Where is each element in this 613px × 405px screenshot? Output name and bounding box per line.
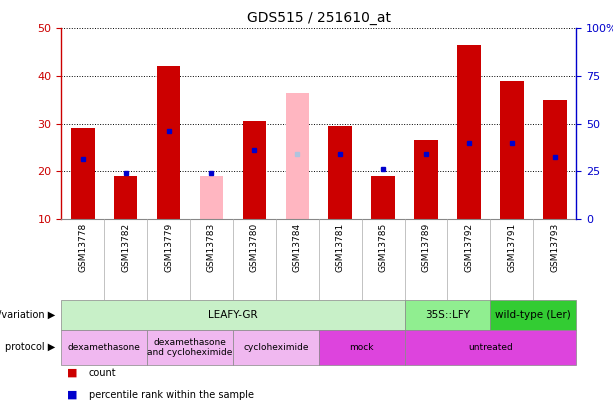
Bar <box>414 140 438 219</box>
Text: GSM13782: GSM13782 <box>121 223 130 272</box>
Bar <box>329 126 352 219</box>
Text: GSM13781: GSM13781 <box>336 223 345 272</box>
Bar <box>286 93 309 219</box>
Bar <box>371 176 395 219</box>
Bar <box>147 330 233 364</box>
Text: LEAFY-GR: LEAFY-GR <box>208 310 257 320</box>
Text: GSM13789: GSM13789 <box>422 223 430 272</box>
Text: dexamethasone: dexamethasone <box>68 343 140 352</box>
Bar <box>200 176 223 219</box>
Text: percentile rank within the sample: percentile rank within the sample <box>89 390 254 400</box>
Text: protocol ▶: protocol ▶ <box>5 342 55 352</box>
Text: 35S::LFY: 35S::LFY <box>425 310 470 320</box>
Bar <box>405 300 490 330</box>
Text: GSM13779: GSM13779 <box>164 223 173 272</box>
Text: GSM13791: GSM13791 <box>508 223 516 272</box>
Bar <box>319 330 405 364</box>
Bar <box>457 45 481 219</box>
Text: dexamethasone
and cycloheximide: dexamethasone and cycloheximide <box>147 338 233 357</box>
Text: GSM13780: GSM13780 <box>250 223 259 272</box>
Bar <box>500 81 524 219</box>
Text: GSM13778: GSM13778 <box>78 223 87 272</box>
Text: GSM13792: GSM13792 <box>465 223 473 272</box>
Bar <box>243 121 266 219</box>
Bar <box>114 176 137 219</box>
Bar <box>543 100 566 219</box>
Bar <box>490 300 576 330</box>
Bar <box>157 66 180 219</box>
Text: GSM13783: GSM13783 <box>207 223 216 272</box>
Text: GSM13785: GSM13785 <box>379 223 387 272</box>
Bar <box>61 330 147 364</box>
Bar <box>233 330 319 364</box>
Text: genotype/variation ▶: genotype/variation ▶ <box>0 310 55 320</box>
Text: ■: ■ <box>67 368 78 377</box>
Text: GSM13784: GSM13784 <box>293 223 302 272</box>
Text: cycloheximide: cycloheximide <box>243 343 308 352</box>
Title: GDS515 / 251610_at: GDS515 / 251610_at <box>247 11 390 25</box>
Bar <box>61 300 405 330</box>
Text: count: count <box>89 368 116 377</box>
Bar <box>405 330 576 364</box>
Text: untreated: untreated <box>468 343 513 352</box>
Text: wild-type (Ler): wild-type (Ler) <box>495 310 571 320</box>
Bar <box>71 128 94 219</box>
Text: ■: ■ <box>67 390 78 400</box>
Text: GSM13793: GSM13793 <box>550 223 559 272</box>
Text: mock: mock <box>349 343 374 352</box>
